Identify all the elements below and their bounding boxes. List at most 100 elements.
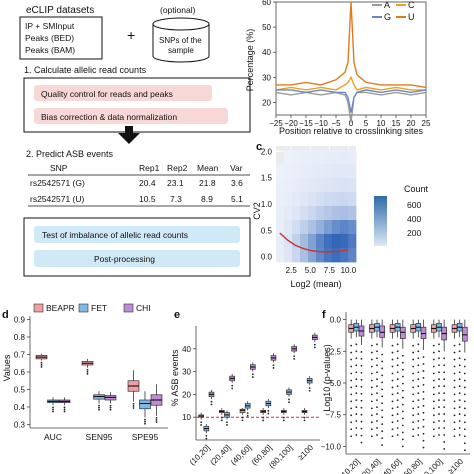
outlier-point — [109, 404, 112, 407]
density-cell — [348, 178, 357, 193]
outlier-point — [422, 397, 425, 400]
outlier-point — [438, 385, 440, 388]
outlier-point — [463, 365, 466, 368]
outlier-point — [288, 401, 290, 404]
outlier-point — [417, 385, 420, 388]
outlier-point — [422, 432, 425, 435]
density-cell — [316, 206, 325, 221]
density-cell — [348, 192, 357, 207]
outlier-point — [417, 343, 420, 346]
x-tick-label: (10,20] — [338, 457, 362, 474]
outlier-point — [417, 413, 420, 415]
outlier-point — [412, 400, 415, 403]
density-cell — [300, 192, 309, 207]
density-cell — [308, 220, 317, 235]
outlier-point — [412, 393, 415, 396]
outlier-point — [438, 357, 440, 360]
outlier-point — [350, 365, 353, 368]
outlier-point — [376, 399, 378, 402]
outlier-point — [376, 378, 378, 381]
outlier-point — [412, 421, 415, 424]
outlier-point — [396, 406, 399, 408]
density-cell — [292, 220, 301, 235]
density-cell — [332, 164, 341, 179]
outlier-point — [86, 373, 89, 375]
outlier-point — [355, 343, 358, 346]
density-cell — [276, 220, 285, 235]
outlier-point — [443, 357, 446, 360]
outlier-point — [350, 393, 353, 396]
trend-line — [279, 232, 349, 253]
outlier-point — [391, 372, 394, 375]
colorbar-tick-label: 600 — [407, 200, 421, 210]
outlier-point — [350, 386, 353, 389]
outlier-point — [417, 392, 420, 395]
outlier-point — [438, 406, 440, 408]
outlier-point — [360, 364, 363, 367]
outlier-point — [458, 385, 461, 388]
outlier-point — [360, 358, 363, 360]
outlier-point — [396, 434, 399, 436]
outlier-point — [155, 421, 158, 423]
density-cell — [332, 178, 341, 193]
density-cell — [292, 150, 301, 165]
density-cell — [300, 150, 309, 165]
outlier-point — [267, 409, 270, 412]
outlier-point — [376, 434, 378, 436]
colorbar — [374, 196, 387, 246]
outlier-point — [453, 400, 456, 403]
panel-b-xlabel: Position relative to crosslinking sites — [279, 126, 424, 136]
outlier-point — [401, 389, 404, 392]
outlier-point — [422, 390, 425, 393]
density-cell — [276, 206, 285, 221]
outlier-point — [313, 346, 316, 349]
outlier-point — [246, 414, 249, 417]
outlier-point — [98, 408, 100, 411]
outlier-point — [381, 430, 384, 433]
outlier-point — [432, 351, 435, 354]
outlier-point — [370, 428, 373, 431]
y-tick-label: 10 — [182, 413, 191, 422]
outlier-point — [144, 418, 146, 421]
density-cell — [348, 220, 357, 235]
outlier-point — [438, 420, 440, 422]
y-tick-label: 0.5 — [261, 226, 273, 235]
outlier-point — [376, 420, 378, 422]
outlier-point — [303, 419, 306, 422]
outlier-point — [458, 378, 461, 381]
table-cell: 7.3 — [170, 194, 182, 204]
outlier-point — [40, 366, 43, 368]
outlier-point — [438, 378, 440, 381]
y-tick-label: 0.7 — [14, 351, 26, 360]
outlier-point — [376, 427, 378, 429]
y-tick-label: 40 — [262, 48, 271, 57]
outlier-point — [370, 372, 373, 375]
outlier-point — [396, 371, 399, 374]
outlier-point — [463, 435, 466, 438]
table-header-var: Var — [230, 163, 243, 173]
density-cell — [348, 234, 357, 249]
density-cell — [316, 220, 325, 235]
outlier-point — [412, 372, 415, 375]
outlier-point — [417, 364, 420, 367]
outlier-point — [381, 360, 384, 363]
outlier-point — [463, 407, 466, 410]
outlier-point — [412, 428, 415, 431]
outlier-point — [355, 350, 358, 353]
table-header-rep1: Rep1 — [139, 163, 160, 173]
outlier-point — [355, 420, 358, 422]
outlier-point — [52, 410, 54, 413]
outlier-point — [376, 371, 378, 374]
outlier-point — [381, 381, 384, 384]
outlier-point — [391, 428, 394, 431]
density-cell — [276, 192, 285, 207]
outlier-point — [438, 343, 440, 346]
outlier-point — [453, 435, 456, 438]
panel-c-ylabel: CV2 — [252, 202, 262, 220]
outlier-point — [463, 358, 466, 361]
outlier-point — [251, 373, 254, 376]
outlier-point — [432, 379, 435, 382]
outlier-point — [458, 399, 461, 402]
panel-letter-f: f — [322, 309, 326, 321]
